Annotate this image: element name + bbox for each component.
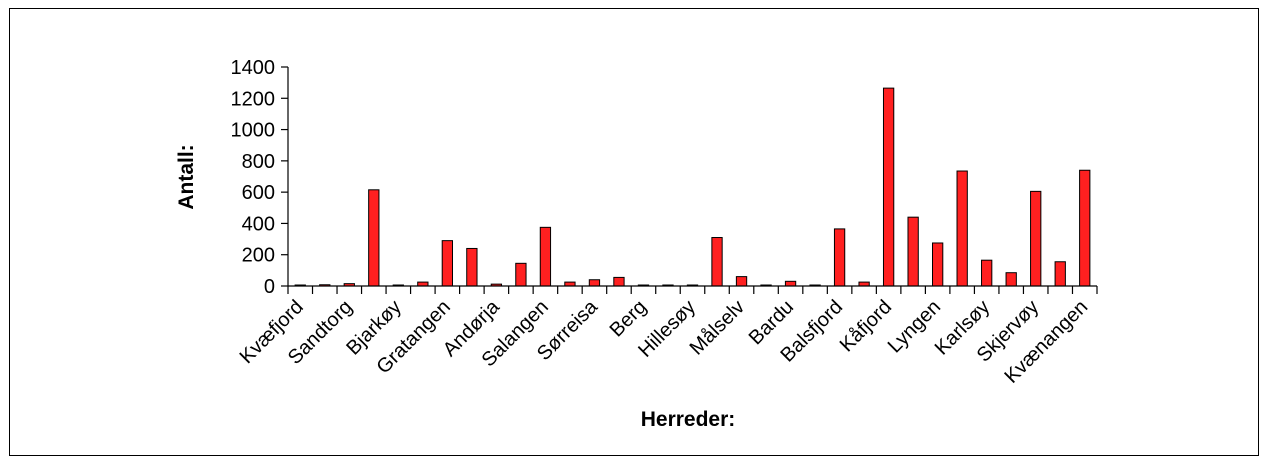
bar: [981, 259, 993, 287]
y-tick-label: 0: [264, 276, 275, 298]
x-tick-label: Kåfjord: [836, 296, 896, 356]
y-tick-label: 1400: [231, 57, 276, 79]
bar: [1030, 190, 1042, 287]
x-axis-title: Herreder:: [641, 408, 736, 431]
bar: [833, 228, 846, 287]
x-tick-label: Berg: [606, 296, 651, 341]
y-tick-label: 600: [242, 182, 275, 204]
x-tick-label: Målselv: [686, 296, 749, 359]
bar: [907, 216, 919, 287]
bar: [588, 279, 601, 287]
y-axis-title: Antall:: [175, 144, 198, 209]
bar: [1054, 261, 1066, 287]
bar: [539, 226, 552, 287]
bar: [932, 242, 944, 287]
bar: [735, 276, 748, 287]
bar: [711, 237, 723, 287]
bar: [956, 170, 968, 287]
bar: [1005, 272, 1017, 287]
y-tick-label: 800: [242, 151, 275, 173]
bar: [613, 276, 625, 287]
y-tick-label: 200: [242, 245, 275, 267]
chart-frame: [9, 8, 1259, 456]
y-tick-label: 1000: [231, 120, 276, 142]
bar: [784, 280, 797, 287]
bar: [882, 87, 895, 287]
bar: [368, 189, 380, 287]
y-tick-label: 400: [242, 213, 275, 235]
y-tick-label: 1200: [231, 88, 276, 110]
bar: [515, 262, 527, 287]
bar: [466, 247, 478, 287]
bar: [441, 240, 454, 287]
bar: [1079, 169, 1091, 287]
